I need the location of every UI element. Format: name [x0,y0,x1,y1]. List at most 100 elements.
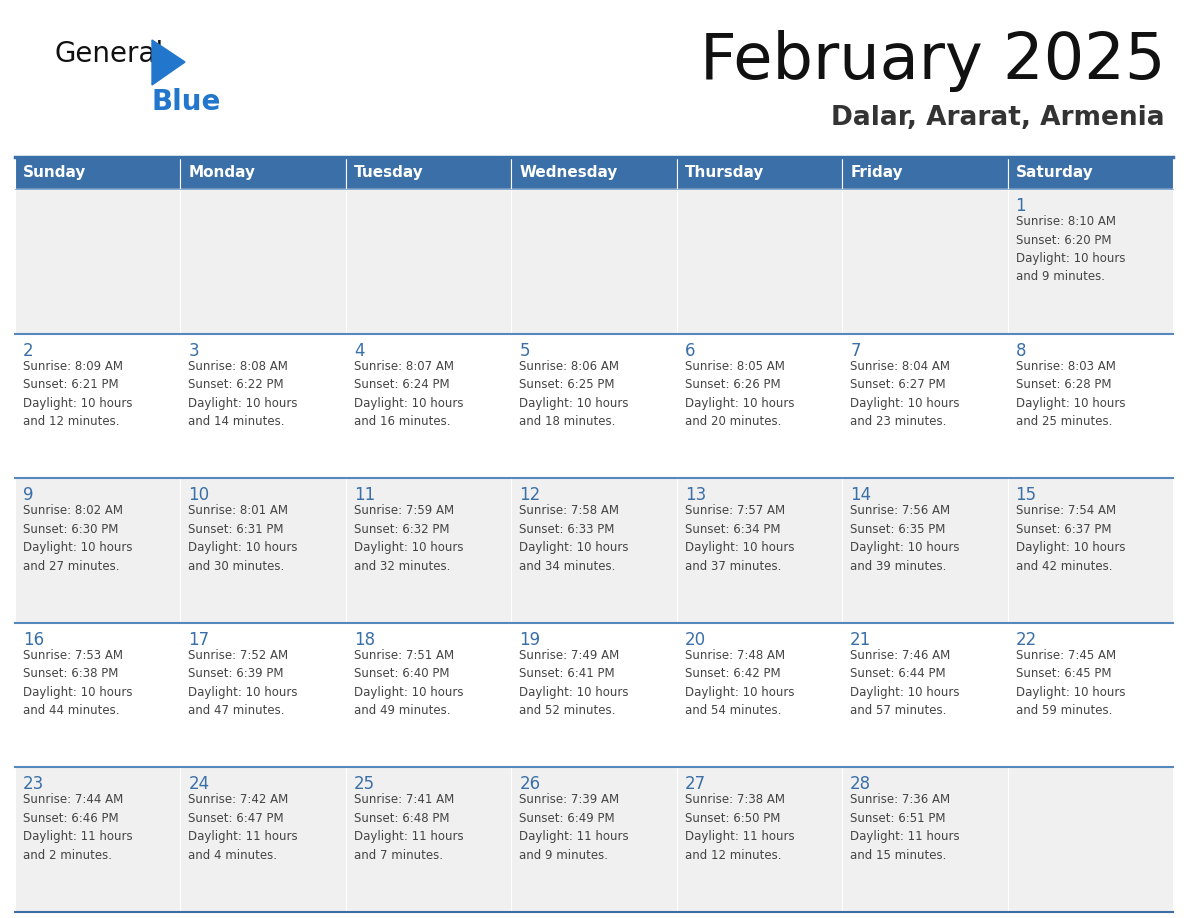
Text: Sunrise: 8:05 AM
Sunset: 6:26 PM
Daylight: 10 hours
and 20 minutes.: Sunrise: 8:05 AM Sunset: 6:26 PM Dayligh… [684,360,795,428]
Bar [15,767,181,912]
Bar [511,622,677,767]
Text: 19: 19 [519,631,541,649]
Bar [346,333,511,478]
Bar [1007,622,1173,767]
Bar [181,157,346,189]
Text: 23: 23 [23,776,44,793]
Text: Sunrise: 8:07 AM
Sunset: 6:24 PM
Daylight: 10 hours
and 16 minutes.: Sunrise: 8:07 AM Sunset: 6:24 PM Dayligh… [354,360,463,428]
Text: Sunrise: 8:10 AM
Sunset: 6:20 PM
Daylight: 10 hours
and 9 minutes.: Sunrise: 8:10 AM Sunset: 6:20 PM Dayligh… [1016,215,1125,284]
Text: Sunrise: 7:54 AM
Sunset: 6:37 PM
Daylight: 10 hours
and 42 minutes.: Sunrise: 7:54 AM Sunset: 6:37 PM Dayligh… [1016,504,1125,573]
Text: Sunrise: 7:56 AM
Sunset: 6:35 PM
Daylight: 10 hours
and 39 minutes.: Sunrise: 7:56 AM Sunset: 6:35 PM Dayligh… [851,504,960,573]
Bar [842,157,1007,189]
Text: Sunrise: 8:08 AM
Sunset: 6:22 PM
Daylight: 10 hours
and 14 minutes.: Sunrise: 8:08 AM Sunset: 6:22 PM Dayligh… [189,360,298,428]
Bar [511,189,677,333]
Text: Dalar, Ararat, Armenia: Dalar, Ararat, Armenia [832,105,1165,131]
Bar [677,157,842,189]
Text: Sunrise: 7:41 AM
Sunset: 6:48 PM
Daylight: 11 hours
and 7 minutes.: Sunrise: 7:41 AM Sunset: 6:48 PM Dayligh… [354,793,463,862]
Bar [1007,189,1173,333]
Bar [346,622,511,767]
Text: Sunrise: 7:36 AM
Sunset: 6:51 PM
Daylight: 11 hours
and 15 minutes.: Sunrise: 7:36 AM Sunset: 6:51 PM Dayligh… [851,793,960,862]
Bar [15,478,181,622]
Text: 26: 26 [519,776,541,793]
Bar [677,478,842,622]
Bar [15,189,181,333]
Bar [181,189,346,333]
Text: 11: 11 [354,487,375,504]
Bar [677,189,842,333]
Text: Sunrise: 8:02 AM
Sunset: 6:30 PM
Daylight: 10 hours
and 27 minutes.: Sunrise: 8:02 AM Sunset: 6:30 PM Dayligh… [23,504,133,573]
Bar [346,767,511,912]
Text: 2: 2 [23,341,33,360]
Bar [511,157,677,189]
Text: Sunrise: 8:03 AM
Sunset: 6:28 PM
Daylight: 10 hours
and 25 minutes.: Sunrise: 8:03 AM Sunset: 6:28 PM Dayligh… [1016,360,1125,428]
Text: 17: 17 [189,631,209,649]
Bar [677,622,842,767]
Text: Sunrise: 7:53 AM
Sunset: 6:38 PM
Daylight: 10 hours
and 44 minutes.: Sunrise: 7:53 AM Sunset: 6:38 PM Dayligh… [23,649,133,717]
Bar [842,478,1007,622]
Text: 22: 22 [1016,631,1037,649]
Bar [511,767,677,912]
Text: Sunrise: 7:46 AM
Sunset: 6:44 PM
Daylight: 10 hours
and 57 minutes.: Sunrise: 7:46 AM Sunset: 6:44 PM Dayligh… [851,649,960,717]
Text: 3: 3 [189,341,200,360]
Bar [842,622,1007,767]
Text: Sunrise: 8:01 AM
Sunset: 6:31 PM
Daylight: 10 hours
and 30 minutes.: Sunrise: 8:01 AM Sunset: 6:31 PM Dayligh… [189,504,298,573]
Bar [346,478,511,622]
Text: Sunrise: 8:06 AM
Sunset: 6:25 PM
Daylight: 10 hours
and 18 minutes.: Sunrise: 8:06 AM Sunset: 6:25 PM Dayligh… [519,360,628,428]
Text: February 2025: February 2025 [700,30,1165,92]
Text: Wednesday: Wednesday [519,165,618,181]
Text: 20: 20 [684,631,706,649]
Bar [181,478,346,622]
Text: 4: 4 [354,341,365,360]
Bar [1007,157,1173,189]
Text: 24: 24 [189,776,209,793]
Text: Friday: Friday [851,165,903,181]
Text: 6: 6 [684,341,695,360]
Text: Monday: Monday [189,165,255,181]
Text: Sunrise: 8:04 AM
Sunset: 6:27 PM
Daylight: 10 hours
and 23 minutes.: Sunrise: 8:04 AM Sunset: 6:27 PM Dayligh… [851,360,960,428]
Bar [181,622,346,767]
Text: 27: 27 [684,776,706,793]
Bar [181,767,346,912]
Text: 28: 28 [851,776,871,793]
Text: Thursday: Thursday [684,165,764,181]
Text: Blue: Blue [152,88,221,116]
Text: 21: 21 [851,631,871,649]
Text: Sunrise: 7:44 AM
Sunset: 6:46 PM
Daylight: 11 hours
and 2 minutes.: Sunrise: 7:44 AM Sunset: 6:46 PM Dayligh… [23,793,133,862]
Text: Sunrise: 7:58 AM
Sunset: 6:33 PM
Daylight: 10 hours
and 34 minutes.: Sunrise: 7:58 AM Sunset: 6:33 PM Dayligh… [519,504,628,573]
Text: 25: 25 [354,776,375,793]
Text: Sunrise: 7:45 AM
Sunset: 6:45 PM
Daylight: 10 hours
and 59 minutes.: Sunrise: 7:45 AM Sunset: 6:45 PM Dayligh… [1016,649,1125,717]
Text: 8: 8 [1016,341,1026,360]
Bar [511,333,677,478]
Text: Sunrise: 7:42 AM
Sunset: 6:47 PM
Daylight: 11 hours
and 4 minutes.: Sunrise: 7:42 AM Sunset: 6:47 PM Dayligh… [189,793,298,862]
Text: Sunrise: 7:48 AM
Sunset: 6:42 PM
Daylight: 10 hours
and 54 minutes.: Sunrise: 7:48 AM Sunset: 6:42 PM Dayligh… [684,649,795,717]
Text: Saturday: Saturday [1016,165,1093,181]
Text: 16: 16 [23,631,44,649]
Bar [346,157,511,189]
Bar [181,333,346,478]
Polygon shape [152,40,185,85]
Bar [15,622,181,767]
Text: Sunrise: 7:49 AM
Sunset: 6:41 PM
Daylight: 10 hours
and 52 minutes.: Sunrise: 7:49 AM Sunset: 6:41 PM Dayligh… [519,649,628,717]
Text: Sunrise: 7:52 AM
Sunset: 6:39 PM
Daylight: 10 hours
and 47 minutes.: Sunrise: 7:52 AM Sunset: 6:39 PM Dayligh… [189,649,298,717]
Bar [15,333,181,478]
Text: 10: 10 [189,487,209,504]
Text: Sunday: Sunday [23,165,87,181]
Bar [15,157,181,189]
Bar [346,189,511,333]
Text: Sunrise: 7:59 AM
Sunset: 6:32 PM
Daylight: 10 hours
and 32 minutes.: Sunrise: 7:59 AM Sunset: 6:32 PM Dayligh… [354,504,463,573]
Bar [1007,767,1173,912]
Text: Sunrise: 7:39 AM
Sunset: 6:49 PM
Daylight: 11 hours
and 9 minutes.: Sunrise: 7:39 AM Sunset: 6:49 PM Dayligh… [519,793,628,862]
Text: 15: 15 [1016,487,1037,504]
Text: 13: 13 [684,487,706,504]
Bar [511,478,677,622]
Text: Sunrise: 7:57 AM
Sunset: 6:34 PM
Daylight: 10 hours
and 37 minutes.: Sunrise: 7:57 AM Sunset: 6:34 PM Dayligh… [684,504,795,573]
Bar [1007,333,1173,478]
Text: 18: 18 [354,631,375,649]
Text: Tuesday: Tuesday [354,165,424,181]
Text: 9: 9 [23,487,33,504]
Bar [677,333,842,478]
Bar [842,767,1007,912]
Text: 7: 7 [851,341,860,360]
Text: General: General [55,40,164,68]
Text: 1: 1 [1016,197,1026,215]
